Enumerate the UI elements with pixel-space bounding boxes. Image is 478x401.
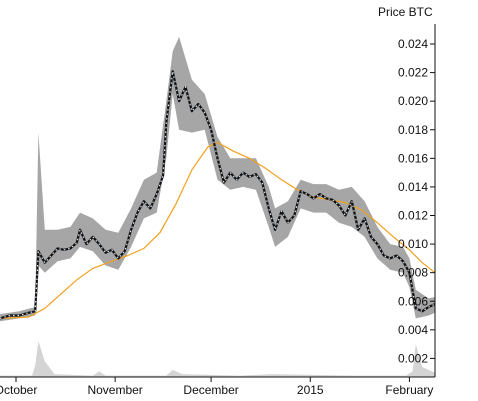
x-tick-label: October <box>0 383 37 397</box>
y-tick-label: 0.004 <box>398 323 428 337</box>
y-axis-title: Price BTC <box>378 5 433 19</box>
volatility-band <box>0 36 435 322</box>
y-tick-label: 0.018 <box>398 123 428 137</box>
y-tick-label: 0.002 <box>398 351 428 365</box>
x-tick-label: December <box>183 383 238 397</box>
axes: Price BTC <box>0 5 436 378</box>
y-tick-label: 0.024 <box>398 37 428 51</box>
volatility-band-layer <box>0 36 435 322</box>
y-tick-label: 0.020 <box>398 94 428 108</box>
y-tick-label: 0.014 <box>398 180 428 194</box>
moving-average-line <box>0 141 436 319</box>
y-tick-label: 0.010 <box>398 237 428 251</box>
x-tick-label: 2015 <box>297 383 324 397</box>
x-tick-label: November <box>87 383 142 397</box>
volume-area-layer <box>0 341 435 377</box>
price-dotted-overlay <box>0 71 436 319</box>
y-tick-label: 0.016 <box>398 151 428 165</box>
y-tick-label: 0.006 <box>398 294 428 308</box>
y-tick-label: 0.012 <box>398 209 428 223</box>
moving-average-layer <box>0 141 436 319</box>
y-axis-ticks: 0.002 0.004 0.006 0.008 0.010 0.012 0.014 0.016… <box>398 37 435 365</box>
volume-area <box>0 341 435 377</box>
price-line <box>0 70 436 320</box>
y-tick-label: 0.022 <box>398 66 428 80</box>
y-tick-label: 0.008 <box>398 266 428 280</box>
x-axis-ticks: October November December 2015 February <box>0 377 433 397</box>
x-tick-label: February <box>385 383 433 397</box>
price-line-layer <box>0 70 436 320</box>
